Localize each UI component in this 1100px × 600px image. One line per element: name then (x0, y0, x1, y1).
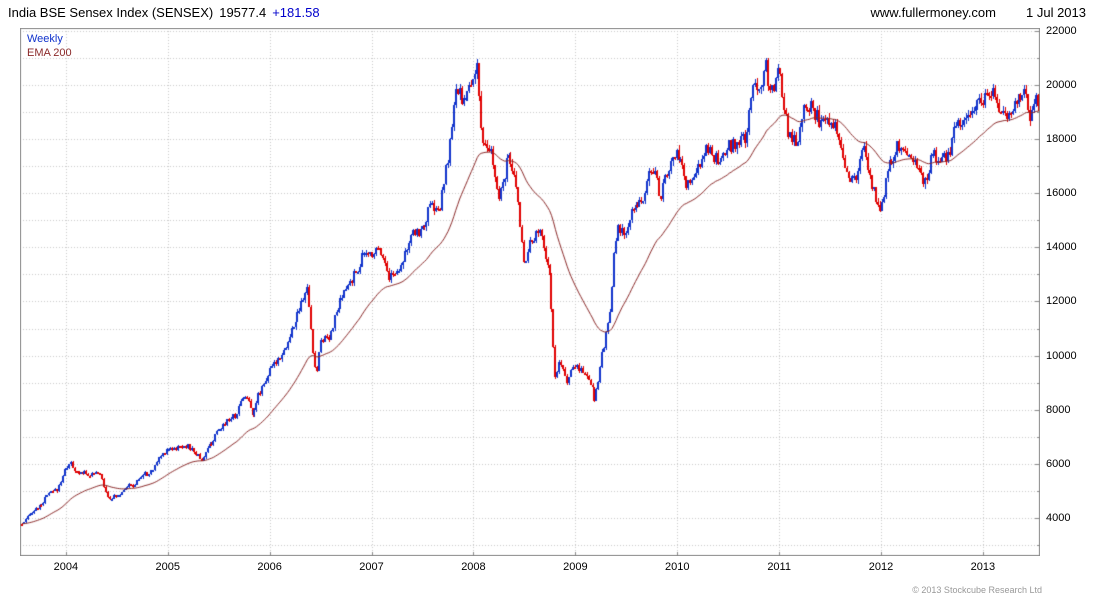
chart-date: 1 Jul 2013 (1026, 5, 1086, 20)
instrument-title: India BSE Sensex Index (SENSEX) (8, 5, 214, 20)
y-axis-label: 4000 (1046, 512, 1071, 525)
copyright-notice: © 2013 Stockcube Research Ltd (912, 585, 1042, 595)
price-chart-canvas (20, 28, 1040, 556)
y-axis-label: 20000 (1046, 78, 1077, 91)
x-axis-label: 2013 (970, 561, 996, 573)
x-axis-label: 2005 (155, 561, 180, 573)
y-axis-label: 14000 (1046, 241, 1077, 254)
last-price: 19577.4 (219, 5, 267, 20)
x-axis-label: 2006 (257, 561, 282, 573)
y-axis-label: 8000 (1046, 403, 1071, 416)
y-axis-label: 22000 (1046, 24, 1077, 37)
legend-weekly-label: Weekly (27, 33, 63, 45)
x-axis-label: 2010 (664, 561, 690, 573)
chart-legend: Weekly EMA 200 (27, 32, 72, 60)
x-axis-label: 2009 (563, 561, 588, 573)
y-axis-label: 16000 (1046, 187, 1077, 200)
header-left: India BSE Sensex Index (SENSEX) 19577.4 +1… (8, 5, 326, 20)
x-axis-label: 2008 (461, 561, 486, 573)
price-change: +181.58 (272, 5, 320, 20)
y-axis-label: 18000 (1046, 133, 1077, 145)
x-axis-label: 2012 (868, 561, 894, 573)
y-axis-label: 10000 (1046, 349, 1077, 362)
x-axis-label: 2004 (53, 561, 79, 573)
x-axis-label: 2007 (359, 561, 384, 573)
website-text: www.fullermoney.com (870, 5, 996, 20)
x-axis-label: 2011 (767, 561, 791, 573)
y-axis-label: 6000 (1046, 457, 1071, 470)
header-right: www.fullermoney.com 1 Jul 2013 (871, 5, 1086, 20)
legend-ema-label: EMA 200 (27, 47, 72, 59)
y-axis-label: 12000 (1046, 295, 1077, 308)
